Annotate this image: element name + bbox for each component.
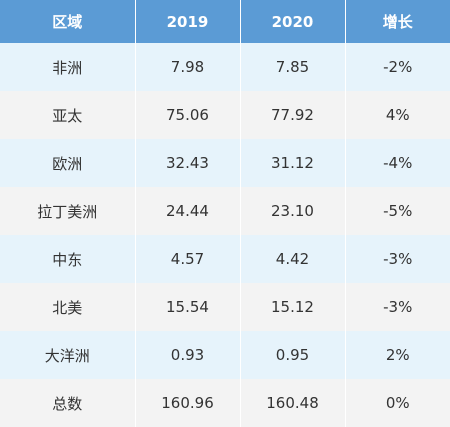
- table-row: 亚太 75.06 77.92 4%: [0, 91, 450, 139]
- table-row: 大洋洲 0.93 0.95 2%: [0, 331, 450, 379]
- cell-2019: 7.98: [135, 43, 241, 91]
- cell-2019: 160.96: [135, 379, 241, 427]
- cell-2020: 0.95: [240, 331, 346, 379]
- cell-growth: 4%: [345, 91, 450, 139]
- cell-2019: 0.93: [135, 331, 241, 379]
- cell-2019: 32.43: [135, 139, 241, 187]
- cell-region: 非洲: [0, 43, 136, 91]
- cell-2020: 31.12: [240, 139, 346, 187]
- cell-2020: 77.92: [240, 91, 346, 139]
- cell-2020: 4.42: [240, 235, 346, 283]
- cell-growth: -5%: [345, 187, 450, 235]
- cell-2020: 7.85: [240, 43, 346, 91]
- header-growth: 增长: [345, 0, 450, 43]
- table-body: 非洲 7.98 7.85 -2% 亚太 75.06 77.92 4% 欧洲 32…: [0, 43, 450, 427]
- cell-growth: 2%: [345, 331, 450, 379]
- cell-growth: -3%: [345, 283, 450, 331]
- cell-2020: 23.10: [240, 187, 346, 235]
- cell-region: 大洋洲: [0, 331, 136, 379]
- cell-region: 中东: [0, 235, 136, 283]
- cell-region: 总数: [0, 379, 136, 427]
- cell-2019: 15.54: [135, 283, 241, 331]
- table-row: 拉丁美洲 24.44 23.10 -5%: [0, 187, 450, 235]
- header-2019: 2019: [135, 0, 241, 43]
- table-row: 欧洲 32.43 31.12 -4%: [0, 139, 450, 187]
- cell-growth: -4%: [345, 139, 450, 187]
- cell-growth: -3%: [345, 235, 450, 283]
- cell-2019: 4.57: [135, 235, 241, 283]
- cell-region: 欧洲: [0, 139, 136, 187]
- cell-2020: 15.12: [240, 283, 346, 331]
- cell-2020: 160.48: [240, 379, 346, 427]
- cell-growth: 0%: [345, 379, 450, 427]
- table-row: 非洲 7.98 7.85 -2%: [0, 43, 450, 91]
- cell-region: 北美: [0, 283, 136, 331]
- table-row-total: 总数 160.96 160.48 0%: [0, 379, 450, 427]
- header-row: 区域 2019 2020 增长: [0, 0, 450, 43]
- table-row: 北美 15.54 15.12 -3%: [0, 283, 450, 331]
- header-region: 区域: [0, 0, 136, 43]
- cell-region: 拉丁美洲: [0, 187, 136, 235]
- cell-2019: 24.44: [135, 187, 241, 235]
- cell-growth: -2%: [345, 43, 450, 91]
- table-row: 中东 4.57 4.42 -3%: [0, 235, 450, 283]
- table-header: 区域 2019 2020 增长: [0, 0, 450, 43]
- cell-region: 亚太: [0, 91, 136, 139]
- header-2020: 2020: [240, 0, 346, 43]
- cell-2019: 75.06: [135, 91, 241, 139]
